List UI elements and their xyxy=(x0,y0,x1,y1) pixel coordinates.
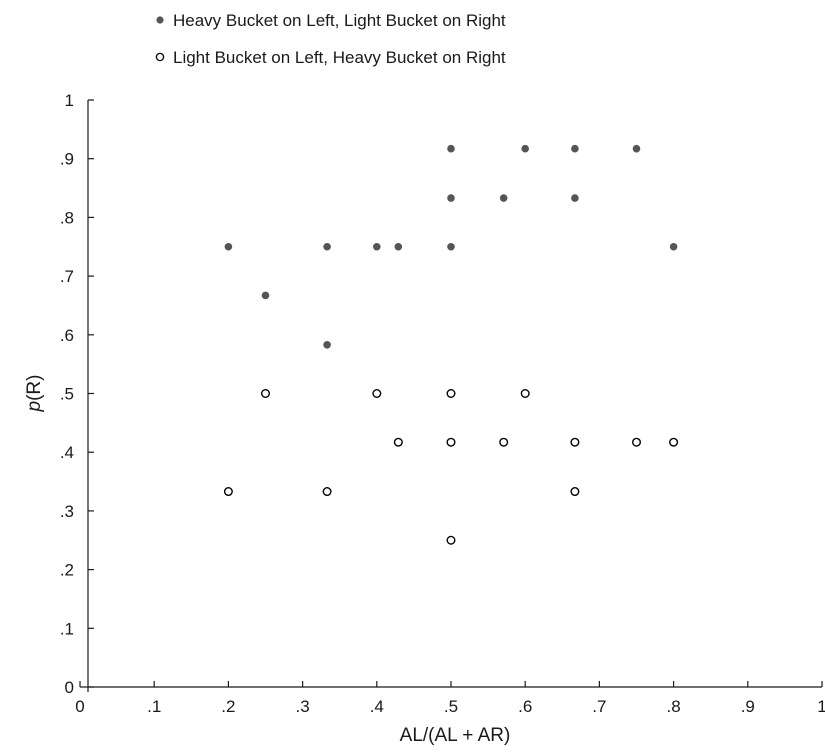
y-tick-label: .9 xyxy=(60,150,74,169)
data-point xyxy=(393,437,403,447)
data-points xyxy=(223,144,679,545)
x-tick-label: .1 xyxy=(147,697,161,716)
legend-label-light-left: Light Bucket on Left, Heavy Bucket on Ri… xyxy=(173,48,506,67)
x-tick-label: 0 xyxy=(75,697,84,716)
legend-marker-light-left xyxy=(155,52,165,62)
data-point xyxy=(223,487,233,497)
series-1 xyxy=(224,144,678,349)
data-point xyxy=(447,194,455,202)
data-point xyxy=(261,389,271,399)
data-point xyxy=(446,535,456,545)
x-axis-title: AL/(AL + AR) xyxy=(400,725,511,746)
data-point xyxy=(446,437,456,447)
x-ticks: 0 .1 .2 .3 .4 .5 .6 .7 .8 .9 1 xyxy=(75,681,825,716)
x-tick-label: .9 xyxy=(741,697,755,716)
y-tick-label: .8 xyxy=(60,208,74,227)
data-point xyxy=(446,389,456,399)
data-point xyxy=(632,437,642,447)
x-tick-label: 1 xyxy=(817,697,825,716)
y-axis-title-italic: p xyxy=(24,401,45,413)
y-tick-label: .1 xyxy=(60,619,74,638)
data-point xyxy=(570,487,580,497)
data-point xyxy=(372,389,382,399)
data-point xyxy=(322,487,332,497)
data-point xyxy=(669,437,679,447)
data-point xyxy=(520,389,530,399)
data-point xyxy=(447,144,455,153)
y-tick-label: .6 xyxy=(60,326,74,345)
data-point xyxy=(323,242,331,251)
y-tick-label: .2 xyxy=(60,561,74,580)
series-2 xyxy=(223,389,679,545)
data-point xyxy=(571,144,579,153)
data-point xyxy=(521,144,529,153)
x-tick-label: .3 xyxy=(296,697,310,716)
x-tick-label: .8 xyxy=(667,697,681,716)
data-point xyxy=(373,242,381,251)
x-tick-label: .4 xyxy=(370,697,384,716)
data-point xyxy=(499,194,508,202)
y-tick-label: .4 xyxy=(60,443,74,462)
y-axis-title-rest: (R) xyxy=(24,375,45,401)
x-tick-label: .7 xyxy=(592,697,606,716)
data-point xyxy=(570,437,580,447)
y-tick-label: .7 xyxy=(60,267,74,286)
y-tick-label: .3 xyxy=(60,502,74,521)
data-point xyxy=(394,242,403,251)
y-tick-label: .5 xyxy=(60,385,74,404)
data-point xyxy=(632,144,641,153)
data-point xyxy=(571,194,579,202)
data-point xyxy=(323,340,331,349)
y-ticks: 0 .1 .2 .3 .4 .5 .6 .7 .8 .9 1 xyxy=(60,91,94,697)
x-tick-label: .6 xyxy=(518,697,532,716)
data-point xyxy=(669,242,678,251)
y-tick-label: 0 xyxy=(65,678,74,697)
data-point xyxy=(447,242,455,251)
y-axis-title: p(R) xyxy=(24,375,45,413)
x-tick-label: .5 xyxy=(444,697,458,716)
data-point xyxy=(224,242,233,251)
legend-marker-heavy-left xyxy=(156,16,164,24)
legend-label-heavy-left: Heavy Bucket on Left, Light Bucket on Ri… xyxy=(173,11,506,30)
data-point xyxy=(261,291,270,300)
y-tick-label: 1 xyxy=(65,91,74,110)
legend: Heavy Bucket on Left, Light Bucket on Ri… xyxy=(155,11,506,67)
data-point xyxy=(499,437,509,447)
x-tick-label: .2 xyxy=(221,697,235,716)
